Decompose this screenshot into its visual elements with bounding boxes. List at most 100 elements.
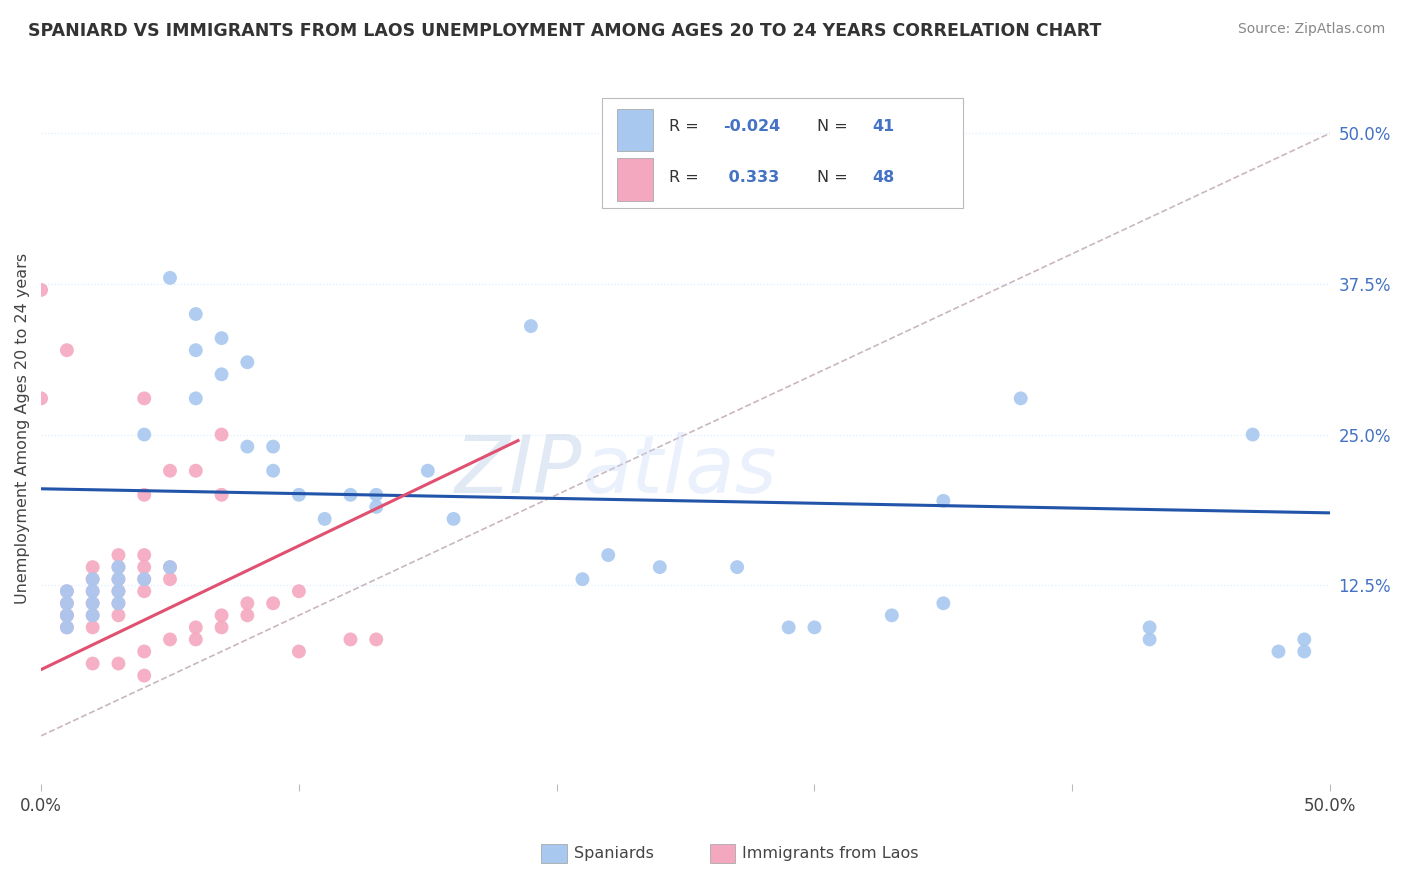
Point [700, 186, 723, 201]
Point [211, 427, 233, 442]
Point [82, 608, 104, 623]
Point [134, 488, 156, 502]
Point [314, 512, 336, 526]
Point [571, 572, 593, 586]
Point [56, 596, 79, 610]
Point [648, 560, 671, 574]
Point [30, 283, 52, 297]
Point [262, 596, 284, 610]
FancyBboxPatch shape [602, 98, 963, 208]
Point [416, 464, 439, 478]
Point [1241, 427, 1264, 442]
Point [107, 608, 129, 623]
Point [725, 560, 748, 574]
Point [107, 596, 129, 610]
Point [107, 657, 129, 671]
Point [803, 620, 825, 634]
Point [159, 271, 181, 285]
Point [262, 440, 284, 454]
Point [107, 572, 129, 586]
Point [932, 493, 955, 508]
Point [134, 392, 156, 406]
Point [184, 464, 207, 478]
Point [184, 307, 207, 321]
Point [236, 608, 259, 623]
Bar [617, 109, 654, 152]
Point [211, 488, 233, 502]
Point [82, 572, 104, 586]
Point [82, 584, 104, 599]
Point [56, 620, 79, 634]
Point [56, 343, 79, 358]
Point [211, 368, 233, 382]
Point [184, 392, 207, 406]
Point [56, 584, 79, 599]
Text: N =: N = [817, 119, 853, 134]
Point [107, 548, 129, 562]
Point [134, 644, 156, 658]
Point [339, 488, 361, 502]
Point [56, 584, 79, 599]
Point [82, 560, 104, 574]
Text: -0.024: -0.024 [723, 119, 780, 134]
Text: 41: 41 [873, 119, 894, 134]
Point [211, 331, 233, 345]
Point [30, 392, 52, 406]
Text: R =: R = [669, 119, 703, 134]
Text: Immigrants from Laos: Immigrants from Laos [742, 847, 920, 861]
Point [134, 584, 156, 599]
Point [184, 620, 207, 634]
Point [262, 464, 284, 478]
Point [107, 584, 129, 599]
Point [134, 572, 156, 586]
Text: N =: N = [817, 170, 853, 185]
Point [184, 343, 207, 358]
Point [598, 548, 620, 562]
Point [82, 596, 104, 610]
Point [159, 632, 181, 647]
Point [159, 464, 181, 478]
Point [159, 560, 181, 574]
Point [366, 488, 388, 502]
Text: 0.333: 0.333 [723, 170, 779, 185]
Point [107, 560, 129, 574]
Point [236, 355, 259, 369]
Point [443, 512, 465, 526]
Y-axis label: Unemployment Among Ages 20 to 24 years: Unemployment Among Ages 20 to 24 years [15, 253, 30, 604]
Point [82, 572, 104, 586]
Text: ZIP: ZIP [456, 433, 582, 510]
Point [82, 584, 104, 599]
Point [56, 608, 79, 623]
Point [134, 427, 156, 442]
Point [107, 584, 129, 599]
Point [211, 608, 233, 623]
Point [211, 620, 233, 634]
Point [520, 319, 543, 334]
Point [1294, 644, 1316, 658]
Point [288, 584, 311, 599]
Point [56, 608, 79, 623]
Point [288, 644, 311, 658]
Point [134, 548, 156, 562]
Point [134, 572, 156, 586]
Point [82, 596, 104, 610]
Point [1267, 644, 1289, 658]
Point [1010, 392, 1032, 406]
Point [184, 632, 207, 647]
Point [236, 440, 259, 454]
Point [366, 632, 388, 647]
Point [56, 620, 79, 634]
Point [1139, 620, 1161, 634]
Point [880, 608, 903, 623]
Point [134, 668, 156, 682]
Point [107, 560, 129, 574]
Point [1294, 632, 1316, 647]
Point [1139, 632, 1161, 647]
Point [778, 620, 800, 634]
Point [56, 596, 79, 610]
Point [82, 608, 104, 623]
Point [56, 608, 79, 623]
Point [236, 596, 259, 610]
Text: SPANIARD VS IMMIGRANTS FROM LAOS UNEMPLOYMENT AMONG AGES 20 TO 24 YEARS CORRELAT: SPANIARD VS IMMIGRANTS FROM LAOS UNEMPLO… [28, 22, 1101, 40]
Point [366, 500, 388, 514]
